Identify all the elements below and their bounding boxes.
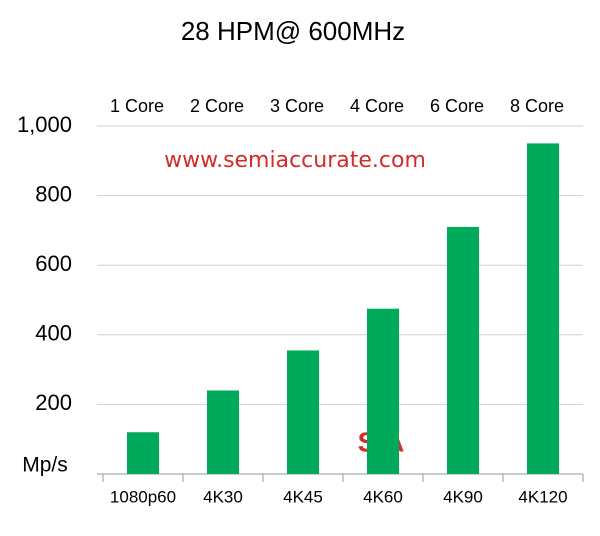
bar — [447, 226, 479, 474]
core-label: 3 Core — [270, 96, 324, 116]
y-axis-label: Mp/s — [22, 454, 68, 477]
y-tick-label: 200 — [35, 390, 72, 415]
x-tick-label: 4K90 — [443, 487, 483, 506]
x-tick-label: 4K60 — [363, 487, 403, 506]
x-tick-label: 4K120 — [518, 487, 567, 506]
bar — [527, 143, 559, 474]
core-label: 6 Core — [430, 96, 484, 116]
bar — [367, 308, 399, 474]
x-tick-label: 1080p60 — [110, 487, 176, 506]
y-tick-label: 800 — [35, 181, 72, 206]
x-tick-label: 4K45 — [283, 487, 323, 506]
y-tick-label: 1,000 — [17, 112, 72, 137]
y-tick-label: 400 — [35, 321, 72, 346]
bar — [207, 390, 239, 474]
watermark: www.semiaccurate.com — [164, 148, 426, 173]
core-label: 8 Core — [510, 96, 564, 116]
chart-title: 28 HPM@ 600MHz — [181, 16, 405, 46]
core-label: 2 Core — [190, 96, 244, 116]
y-tick-label: 600 — [35, 251, 72, 276]
core-label: 1 Core — [110, 96, 164, 116]
core-label: 4 Core — [350, 96, 404, 116]
bar — [127, 432, 159, 474]
x-tick-label: 4K30 — [203, 487, 243, 506]
bar — [287, 350, 319, 474]
